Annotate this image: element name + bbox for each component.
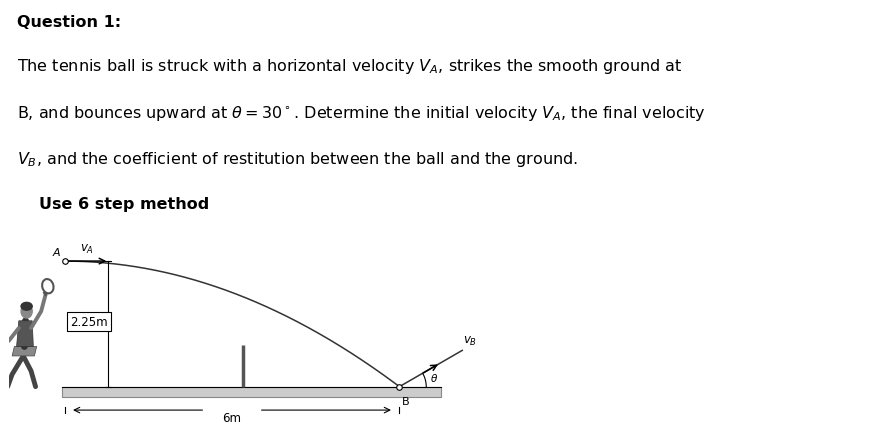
Text: B, and bounces upward at $\theta = 30^\circ$. Determine the initial velocity $V_: B, and bounces upward at $\theta = 30^\c… xyxy=(18,103,706,122)
Text: $\mathit{v}_A$: $\mathit{v}_A$ xyxy=(80,243,94,256)
Text: The tennis ball is struck with a horizontal velocity $V_A$, strikes the smooth g: The tennis ball is struck with a horizon… xyxy=(18,57,682,76)
Ellipse shape xyxy=(21,305,32,318)
Text: A: A xyxy=(53,247,61,257)
Polygon shape xyxy=(17,321,33,346)
Text: $\mathit{v}_B$: $\mathit{v}_B$ xyxy=(463,334,477,347)
Text: Question 1:: Question 1: xyxy=(18,15,122,30)
Text: $V_B$, and the coefficient of restitution between the ball and the ground.: $V_B$, and the coefficient of restitutio… xyxy=(18,150,579,169)
Text: Use 6 step method: Use 6 step method xyxy=(39,196,210,211)
Text: $\theta$: $\theta$ xyxy=(430,371,438,383)
Polygon shape xyxy=(12,346,37,356)
Ellipse shape xyxy=(21,303,32,311)
Text: 2.25m: 2.25m xyxy=(70,315,108,328)
Text: B: B xyxy=(402,396,410,406)
Bar xyxy=(61,387,441,397)
Text: 6m: 6m xyxy=(223,411,241,424)
